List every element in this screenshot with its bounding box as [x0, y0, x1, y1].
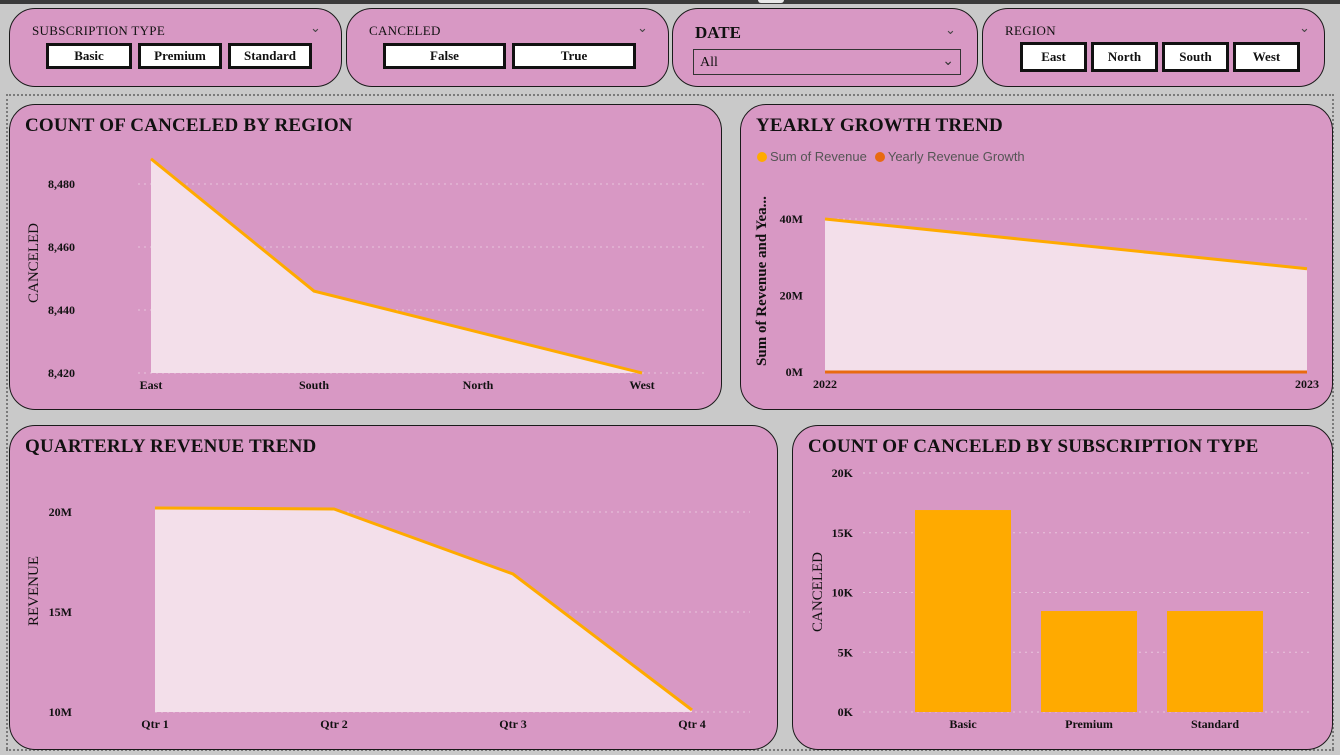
x-tick-label: West — [629, 378, 654, 392]
canvas-guide-bottom — [6, 749, 1334, 751]
y-tick-label: 8,440 — [48, 303, 75, 317]
date-selected-value: All — [700, 55, 718, 70]
canvas-guide-right — [1332, 94, 1334, 749]
y-axis-label: Sum of Revenue and Yea... — [754, 196, 770, 366]
y-tick-label: 0K — [838, 705, 854, 719]
y-tick-label: 10K — [832, 586, 854, 600]
slicer-title: SUBSCRIPTION TYPE — [32, 23, 166, 38]
legend-label: Yearly Revenue Growth — [887, 149, 1025, 164]
y-tick-label: 8,420 — [48, 366, 75, 380]
y-tick-label: 8,480 — [48, 177, 75, 191]
slicer-title: DATE — [695, 23, 741, 42]
chart-legend: Sum of Revenue Yearly Revenue Growth — [757, 149, 1025, 164]
y-tick-label: 15K — [832, 526, 854, 540]
yearly-growth-card[interactable]: YEARLY GROWTH TREND Sum of Revenue Yearl… — [740, 104, 1333, 410]
legend-item-revenue[interactable]: Sum of Revenue — [757, 149, 867, 164]
subscription-type-slicer[interactable]: SUBSCRIPTION TYPE ⌄ Basic Premium Standa… — [9, 8, 342, 87]
bar-premium — [1041, 611, 1137, 712]
slicer-option-false[interactable]: False — [383, 43, 506, 69]
chevron-down-icon[interactable]: ⌄ — [1299, 21, 1310, 36]
chart-title: COUNT OF CANCELED BY SUBSCRIPTION TYPE — [808, 436, 1259, 457]
quarterly-revenue-chart: 10M 15M 20M REVENUE Qtr 1 Qtr 2 Qtr 3 Qtr 4 — [26, 505, 750, 731]
canvas-guide-top — [6, 94, 1334, 96]
slicer-options: False True — [383, 43, 636, 69]
x-tick-label: Qtr 3 — [499, 717, 526, 731]
area-fill — [151, 158, 642, 373]
y-axis-label: REVENUE — [26, 556, 42, 626]
legend-dot — [757, 151, 767, 162]
slicer-option-premium[interactable]: Premium — [138, 43, 222, 69]
series-line — [154, 506, 693, 712]
x-tick-label: East — [140, 378, 163, 392]
date-slicer[interactable]: DATE ⌄ All ⌄ — [672, 8, 978, 87]
region-slicer[interactable]: REGION ⌄ East North South West — [982, 8, 1325, 87]
chevron-down-icon[interactable]: ⌄ — [310, 21, 321, 36]
x-tick-label: Qtr 4 — [678, 717, 705, 731]
bar-standard — [1167, 611, 1263, 712]
bar-basic — [915, 510, 1011, 712]
x-tick-label: South — [299, 378, 329, 392]
slicer-option-north[interactable]: North — [1091, 42, 1158, 72]
slicer-title: REGION — [1005, 23, 1056, 38]
legend-dot — [874, 151, 885, 162]
y-axis-label: CANCELED — [810, 552, 826, 632]
slicer-title: CANCELED — [369, 23, 441, 38]
y-tick-label: 40M — [780, 212, 803, 226]
slicer-options: Basic Premium Standard — [46, 43, 312, 69]
chevron-down-icon[interactable]: ⌄ — [637, 21, 648, 36]
canceled-by-subscription-chart: 0K 5K 10K 15K 20K CANCELED Basic Premium Standar… — [810, 466, 1313, 731]
yearly-growth-chart: 0M 20M 40M Sum of Revenue and Yea... 2022 202… — [754, 196, 1319, 391]
date-dropdown[interactable]: All ⌄ — [693, 49, 961, 75]
canvas-guide-left — [6, 94, 8, 749]
window-top-bar — [0, 0, 1340, 4]
series-line — [824, 217, 1308, 271]
y-tick-label: 20K — [832, 466, 854, 480]
y-axis-label: CANCELED — [26, 223, 42, 303]
y-tick-label: 0M — [786, 365, 803, 379]
x-tick-label: Premium — [1065, 717, 1113, 731]
slicer-option-south[interactable]: South — [1162, 42, 1229, 72]
canceled-by-region-chart: 8,420 8,440 8,460 8,480 CANCELED East South Nor… — [26, 157, 705, 392]
x-tick-label: 2023 — [1295, 377, 1319, 391]
slicer-option-standard[interactable]: Standard — [228, 43, 312, 69]
y-tick-label: 20M — [780, 289, 803, 303]
y-tick-label: 20M — [49, 505, 72, 519]
canceled-by-region-card[interactable]: COUNT OF CANCELED BY REGION 8,420 8,440 8,… — [9, 104, 722, 410]
area-fill — [825, 219, 1307, 372]
x-tick-label: Basic — [949, 717, 977, 731]
y-tick-label: 15M — [49, 605, 72, 619]
x-tick-label: Standard — [1191, 717, 1239, 731]
chevron-down-icon[interactable]: ⌄ — [945, 23, 956, 38]
y-tick-label: 8,460 — [48, 240, 75, 254]
slicer-option-basic[interactable]: Basic — [46, 43, 132, 69]
window-top-handle[interactable] — [758, 0, 784, 3]
canceled-slicer[interactable]: CANCELED ⌄ False True — [346, 8, 669, 87]
chart-title: YEARLY GROWTH TREND — [756, 115, 1003, 136]
y-tick-label: 10M — [49, 705, 72, 719]
chevron-down-icon: ⌄ — [942, 53, 954, 69]
slicer-options: East North South West — [1020, 42, 1300, 72]
quarterly-revenue-card[interactable]: QUARTERLY REVENUE TREND 10M 15M 20M REVENUE… — [9, 425, 778, 750]
slicer-option-east[interactable]: East — [1020, 42, 1087, 72]
x-tick-label: Qtr 1 — [141, 717, 168, 731]
area-fill — [155, 508, 692, 712]
chart-title: COUNT OF CANCELED BY REGION — [25, 115, 353, 136]
series-line — [150, 157, 643, 375]
x-tick-label: Qtr 2 — [320, 717, 347, 731]
chart-title: QUARTERLY REVENUE TREND — [25, 436, 317, 457]
slicer-option-west[interactable]: West — [1233, 42, 1300, 72]
canceled-by-subscription-card[interactable]: COUNT OF CANCELED BY SUBSCRIPTION TYPE 0… — [792, 425, 1333, 750]
legend-item-growth[interactable]: Yearly Revenue Growth — [874, 149, 1025, 164]
slicer-option-true[interactable]: True — [512, 43, 636, 69]
x-tick-label: North — [463, 378, 494, 392]
x-tick-label: 2022 — [813, 377, 837, 391]
legend-label: Sum of Revenue — [770, 149, 867, 164]
y-tick-label: 5K — [838, 645, 854, 659]
